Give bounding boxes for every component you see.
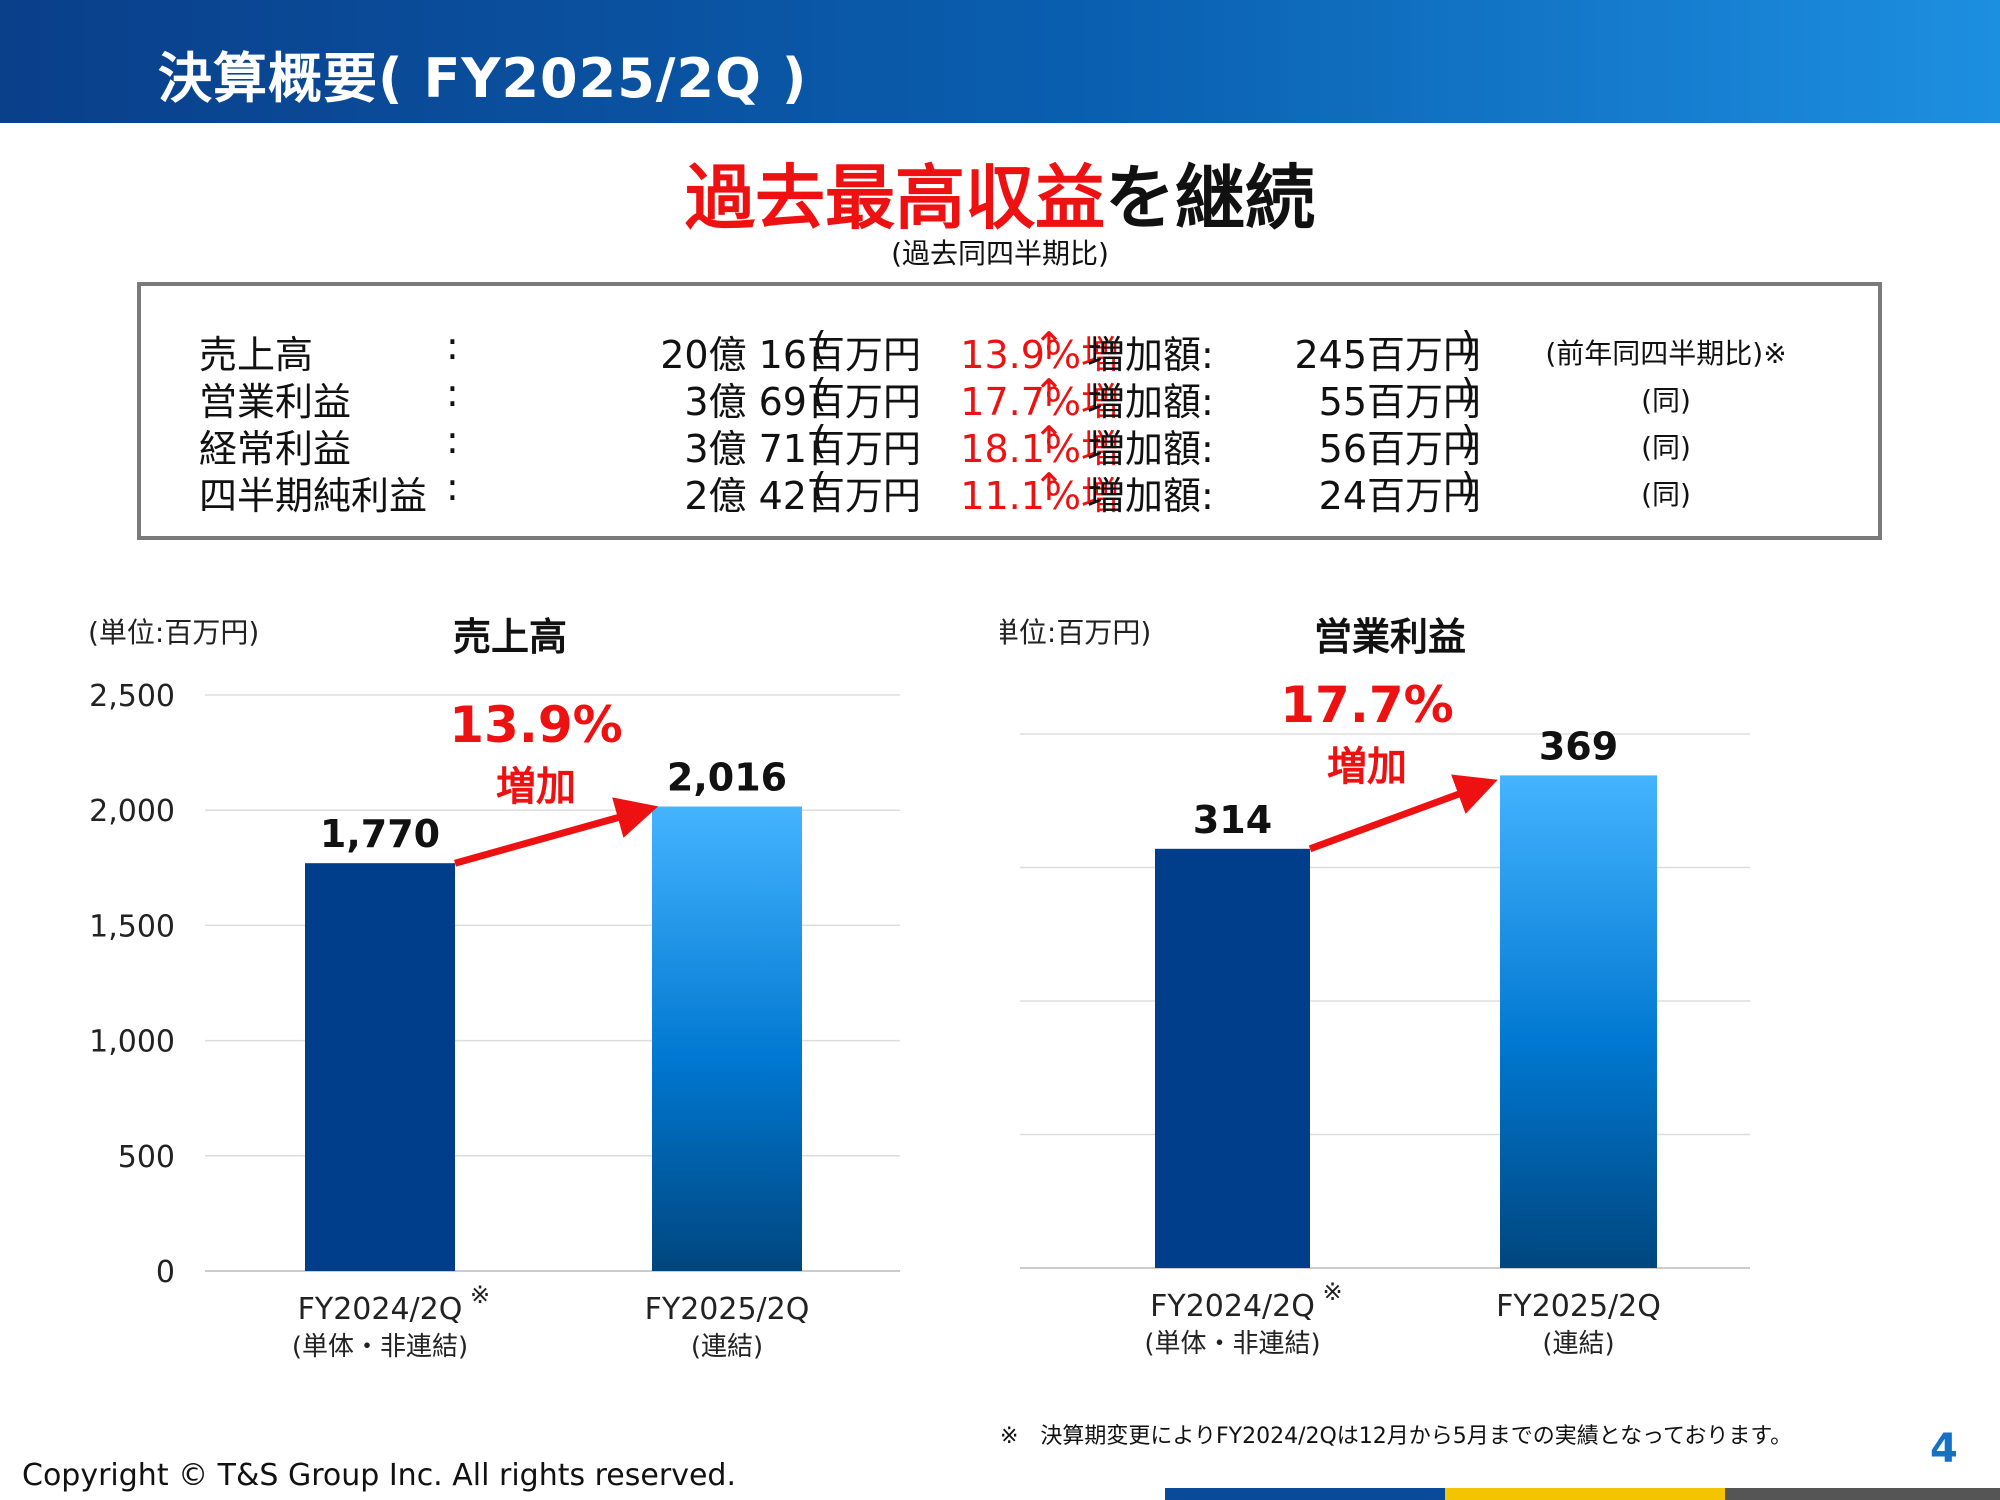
x-category-sublabel: (単体・非連結) — [292, 1332, 468, 1362]
growth-word: 増加 — [496, 764, 576, 810]
summary-increase-value: 245百万円 — [1294, 333, 1481, 377]
summary-paren-open: ( — [812, 324, 827, 368]
chart-svg: 0100200300400314FY2024/2Q※(単体・非連結)369FY2… — [933, 615, 1750, 1359]
growth-arrow-icon — [1308, 774, 1498, 853]
summary-box: 売上高:20億 16百万円(13.9%増 ↑ 増加額: 245百万円) (前年同四半期比… — [137, 282, 1882, 540]
chart-title: 営業利益 — [1314, 615, 1466, 659]
summary-amount: 20億 16百万円 — [660, 333, 921, 377]
subheadline: (過去同四半期比) — [891, 237, 1109, 270]
operating-profit-chart: 0100200300400314FY2024/2Q※(単体・非連結)369FY2… — [933, 600, 2000, 1380]
page-title: 決算概要( FY2025/2Q ) — [158, 47, 808, 110]
summary-label: 営業利益 — [199, 380, 352, 424]
summary-increase-label: 増加額: — [1087, 474, 1214, 518]
summary-amount: 2億 42百万円 — [684, 474, 921, 518]
x-category-mark: ※ — [1322, 1278, 1342, 1306]
summary-row: 四半期純利益: 2億 42百万円(11.1%増 ↑ 増加額: 24百万円) (同) — [141, 465, 1878, 518]
summary-row: 売上高: 20億 16百万円(13.9%増 ↑ 増加額: 245百万円) (前年同四半期比… — [141, 324, 1878, 377]
summary-colon: : — [446, 418, 459, 462]
y-tick-label: 1,500 — [89, 909, 175, 944]
summary-paren-open: ( — [812, 465, 827, 509]
headline: 過去最高収益を継続 — [0, 142, 2000, 243]
summary-growth-pct: 18.1%増 — [960, 427, 1119, 471]
summary-paren-close: ) — [1461, 418, 1476, 462]
headline-highlight: 過去最高収益 — [685, 157, 1105, 239]
x-category-mark: ※ — [470, 1281, 490, 1309]
summary-growth-pct: 13.9%増 — [960, 333, 1119, 377]
summary-comparison-note: (前年同四半期比)※ — [1545, 337, 1787, 370]
bar-value-label: 369 — [1539, 724, 1618, 768]
summary-up-arrow-icon: ↑ — [1033, 418, 1065, 462]
summary-label: 経常利益 — [199, 427, 352, 471]
summary-increase-label: 増加額: — [1087, 333, 1214, 377]
growth-percent: 13.9% — [449, 696, 622, 754]
bar-value-label: 1,770 — [320, 812, 440, 856]
summary-label: 売上高 — [199, 333, 314, 377]
page-number: 4 — [1930, 1426, 1958, 1472]
bar-fy2024-2q — [305, 863, 455, 1271]
x-category-label: FY2025/2Q — [645, 1292, 810, 1327]
chart-unit: (単位:百万円) — [1000, 616, 1151, 649]
x-category-sublabel: (連結) — [691, 1332, 763, 1362]
summary-paren-open: ( — [812, 418, 827, 462]
summary-row: 営業利益: 3億 69百万円(17.7%増 ↑ 増加額: 55百万円) (同) — [141, 371, 1878, 424]
footnote: ※ 決算期変更によりFY2024/2Qは12月から5月までの実績となっております… — [1000, 1424, 1793, 1449]
x-category-sublabel: (連結) — [1542, 1329, 1614, 1359]
chart-title: 売上高 — [453, 615, 567, 659]
summary-row: 経常利益: 3億 71百万円(18.1%増 ↑ 増加額: 56百万円) (同) — [141, 418, 1878, 471]
copyright: Copyright © T&S Group Inc. All rights re… — [22, 1458, 736, 1493]
bar-fy2024-2q — [1155, 848, 1310, 1268]
bar-fy2025-2q — [1500, 775, 1657, 1268]
summary-amount: 3億 71百万円 — [684, 427, 921, 471]
bottom-bar-blue — [1165, 1488, 1445, 1500]
summary-paren-close: ) — [1461, 324, 1476, 368]
summary-up-arrow-icon: ↑ — [1033, 465, 1065, 509]
sales-chart: 0 500 1,000 1,500 2,000 2,500 1,770 FY2024/2Q ※(… — [0, 600, 1000, 1380]
y-tick-label: 2,500 — [89, 679, 175, 714]
y-tick-label: 2,000 — [89, 794, 175, 829]
x-category-label: FY2024/2Q — [298, 1292, 463, 1327]
summary-colon: : — [446, 371, 459, 415]
summary-increase-label: 増加額: — [1087, 427, 1214, 471]
summary-colon: : — [446, 465, 459, 509]
summary-amount: 3億 69百万円 — [684, 380, 921, 424]
growth-percent: 17.7% — [1280, 676, 1453, 734]
summary-growth-pct: 17.7%増 — [960, 380, 1119, 424]
summary-growth-pct: 11.1%増 — [960, 474, 1119, 518]
summary-up-arrow-icon: ↑ — [1033, 371, 1065, 415]
summary-increase-label: 増加額: — [1087, 380, 1214, 424]
summary-comparison-note: (同) — [1641, 478, 1691, 511]
x-category-label: FY2025/2Q — [1496, 1289, 1661, 1324]
bar-value-label: 314 — [1193, 798, 1272, 842]
header-bar: 決算概要( FY2025/2Q ) — [0, 0, 2000, 123]
bottom-bar-gray — [1725, 1488, 2000, 1500]
summary-increase-value: 55百万円 — [1318, 380, 1481, 424]
summary-paren-close: ) — [1461, 465, 1476, 509]
summary-paren-open: ( — [812, 371, 827, 415]
y-tick-label: 500 — [118, 1140, 175, 1175]
summary-paren-close: ) — [1461, 371, 1476, 415]
headline-rest: を継続 — [1105, 157, 1315, 239]
bottom-bar-yellow — [1445, 1488, 1725, 1500]
summary-label: 四半期純利益 — [199, 474, 428, 518]
x-category-sublabel: (単体・非連結) — [1144, 1329, 1320, 1359]
bar-value-label: 2,016 — [667, 756, 787, 800]
summary-increase-value: 56百万円 — [1318, 427, 1481, 471]
bar-fy2025-2q — [652, 806, 802, 1271]
y-tick-label: 0 — [156, 1255, 175, 1290]
growth-word: 増加 — [1327, 744, 1407, 790]
summary-comparison-note: (同) — [1641, 384, 1691, 417]
chart-unit: (単位:百万円) — [88, 616, 259, 649]
summary-comparison-note: (同) — [1641, 431, 1691, 464]
y-tick-label: 1,000 — [89, 1025, 175, 1060]
x-category-label: FY2024/2Q — [1150, 1289, 1315, 1324]
summary-up-arrow-icon: ↑ — [1033, 324, 1065, 368]
summary-increase-value: 24百万円 — [1318, 474, 1481, 518]
summary-colon: : — [446, 324, 459, 368]
growth-arrow-icon — [454, 797, 659, 867]
